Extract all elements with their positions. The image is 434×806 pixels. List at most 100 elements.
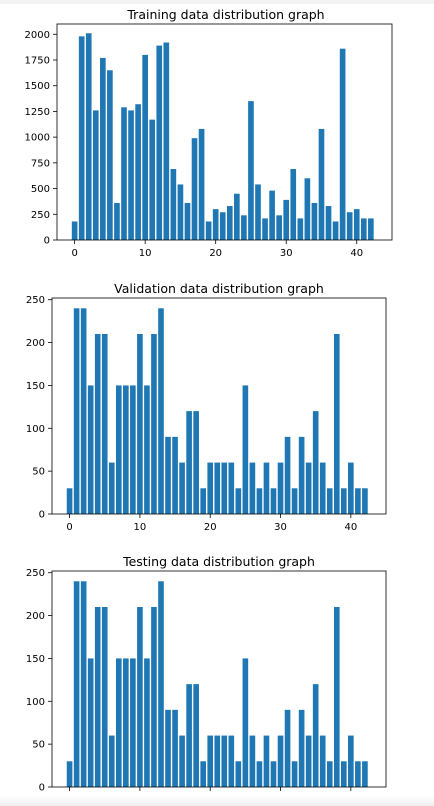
x-tick-label: 40 (344, 522, 357, 533)
bar-class-34 (305, 735, 312, 787)
y-tick-label: 100 (26, 424, 45, 435)
bar-class-6 (108, 462, 115, 514)
bar-class-18 (193, 684, 199, 787)
bar-class-37 (326, 488, 333, 514)
bar-class-2 (85, 33, 92, 240)
bar-class-19 (200, 488, 206, 514)
bar-class-19 (205, 221, 212, 240)
bar-class-24 (235, 488, 242, 514)
bar-class-22 (221, 735, 228, 787)
y-tick-label: 2000 (25, 30, 50, 41)
bar-class-26 (255, 184, 261, 240)
bar-class-23 (228, 735, 235, 787)
bar-class-21 (214, 735, 221, 787)
bar-class-30 (277, 735, 284, 787)
bar-class-17 (191, 138, 198, 240)
bar-class-9 (130, 385, 136, 514)
bar-class-39 (346, 212, 353, 240)
y-tick-label: 1750 (25, 56, 50, 67)
bar-class-40 (348, 462, 354, 514)
bar-class-8 (123, 658, 129, 787)
bar-class-17 (186, 684, 192, 787)
bar-class-6 (114, 202, 120, 240)
bar-class-0 (66, 488, 73, 514)
bar-class-33 (298, 709, 305, 787)
x-tick-label: 10 (134, 522, 147, 533)
bar-class-23 (234, 193, 240, 240)
x-tick-label: 30 (274, 522, 287, 533)
bar-class-42 (362, 488, 368, 514)
bar-class-27 (256, 488, 263, 514)
bar-class-14 (165, 709, 171, 787)
bar-class-25 (242, 658, 249, 787)
bar-class-28 (269, 190, 275, 240)
bar-class-22 (221, 462, 228, 514)
bar-class-11 (144, 385, 150, 514)
bar-class-4 (94, 607, 101, 787)
bar-class-38 (333, 334, 340, 514)
bar-class-41 (360, 218, 367, 240)
bar-class-3 (87, 658, 94, 787)
bar-class-25 (242, 385, 249, 514)
notebook-top-edge (0, 0, 434, 4)
bar-class-18 (193, 411, 199, 514)
chart-title: Testing data distribution graph (122, 554, 315, 569)
bar-class-39 (340, 761, 347, 787)
bar-class-23 (228, 462, 235, 514)
bar-class-27 (262, 218, 268, 240)
bar-class-8 (128, 110, 134, 241)
y-tick-label: 250 (31, 210, 50, 221)
y-tick-label: 0 (39, 510, 45, 521)
bar-class-16 (179, 462, 185, 514)
bar-class-1 (78, 36, 85, 240)
bar-class-9 (130, 658, 136, 787)
bar-class-31 (284, 436, 291, 514)
bar-class-5 (101, 334, 108, 514)
bar-class-26 (249, 462, 256, 514)
bar-class-27 (256, 761, 263, 787)
y-tick-label: 50 (32, 467, 45, 478)
bar-class-39 (340, 488, 347, 514)
y-tick-label: 1500 (25, 81, 50, 92)
y-tick-label: 500 (31, 184, 50, 195)
bar-class-19 (200, 761, 206, 787)
x-tick-label: 40 (350, 248, 363, 259)
bar-class-8 (123, 385, 129, 514)
bar-class-24 (241, 215, 247, 240)
bar-class-5 (107, 70, 113, 241)
bar-class-6 (108, 735, 115, 787)
bar-class-30 (277, 462, 284, 514)
bar-class-28 (263, 735, 270, 787)
bar-class-20 (207, 462, 214, 514)
y-tick-label: 200 (26, 338, 45, 349)
bar-class-28 (263, 462, 270, 514)
bar-class-7 (121, 107, 127, 240)
bar-class-4 (94, 334, 101, 514)
bar-class-26 (249, 735, 256, 787)
bar-class-35 (312, 411, 319, 514)
bar-class-42 (362, 761, 368, 787)
y-tick-label: 200 (26, 611, 45, 622)
bar-class-10 (137, 607, 143, 787)
bar-class-12 (151, 334, 157, 514)
y-tick-label: 50 (32, 740, 45, 751)
y-tick-label: 0 (44, 236, 50, 247)
bar-class-2 (80, 581, 87, 787)
bar-class-2 (80, 308, 87, 514)
bar-class-21 (219, 212, 226, 240)
y-tick-label: 0 (39, 783, 45, 794)
bar-class-13 (158, 581, 164, 787)
bar-class-38 (333, 607, 340, 787)
bar-class-22 (226, 206, 233, 240)
bar-class-35 (312, 684, 319, 787)
x-tick-label: 0 (71, 248, 77, 259)
bar-class-37 (326, 761, 333, 787)
bar-class-41 (355, 761, 361, 787)
bar-class-29 (270, 488, 277, 514)
bar-class-15 (172, 436, 178, 514)
bar-class-10 (137, 334, 143, 514)
bar-class-21 (214, 462, 221, 514)
validation-chart: Validation data distribution graph 0 50 10… (26, 281, 387, 533)
y-tick-label: 150 (26, 654, 45, 665)
